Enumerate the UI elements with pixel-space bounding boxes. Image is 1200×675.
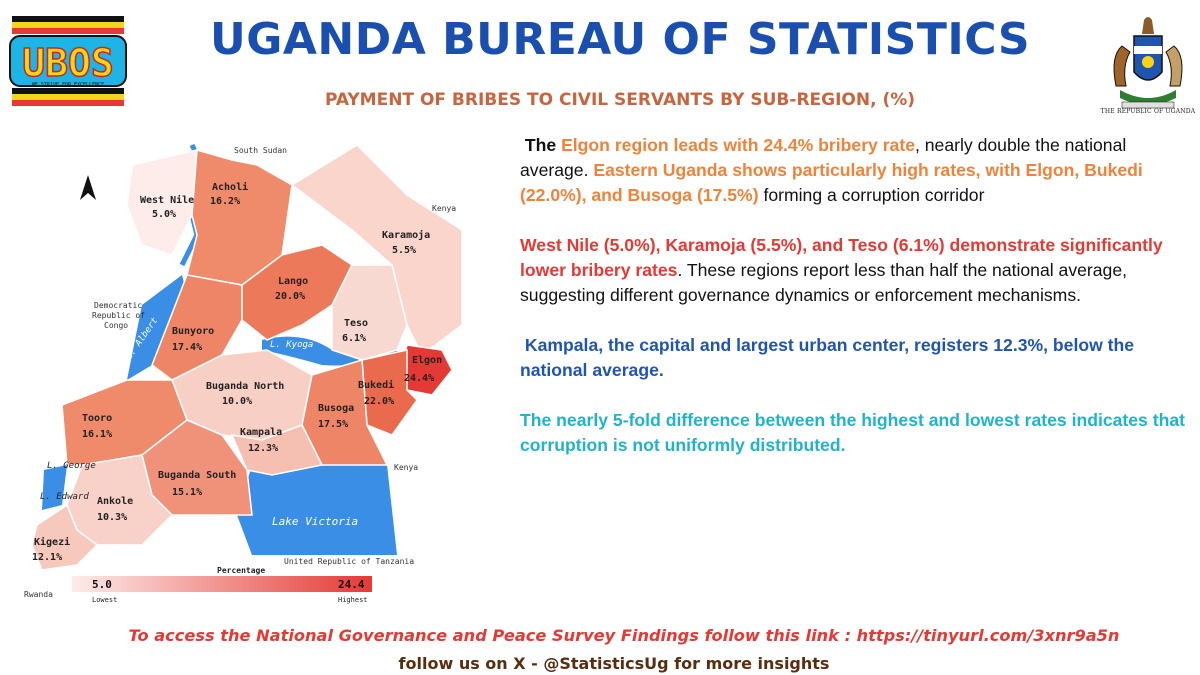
finding-kampala: Kampala, the capital and largest urban c… (520, 335, 1135, 380)
region-kigezi (31, 503, 99, 571)
value-bukedi: 22.0% (364, 396, 394, 407)
label-lake-george: L. George (47, 461, 96, 471)
label-drc-3: Congo (104, 321, 128, 330)
value-kampala: 12.3% (248, 443, 278, 454)
value-west-nile: 5.0% (152, 209, 176, 220)
region-karamoja (290, 144, 463, 357)
label-kenya-south: Kenya (394, 463, 418, 472)
uganda-map: West Nile 5.0% Acholi 16.2% Karamoja 5.5… (24, 143, 463, 604)
label-lake-kyoga: L. Kyoga (270, 340, 313, 350)
survey-link[interactable]: To access the National Governance and Pe… (128, 626, 1120, 645)
label-kampala: Kampala (240, 427, 282, 438)
label-bunyoro: Bunyoro (172, 326, 214, 337)
legend-gradient (72, 576, 372, 592)
coat-caption: THE REPUBLIC OF UGANDA (1100, 108, 1196, 115)
logo-text: UBOS (22, 41, 114, 85)
legend-min: 5.0 (92, 578, 112, 591)
label-rwanda: Rwanda (24, 590, 53, 599)
lake-albert (127, 275, 187, 380)
page-subtitle: PAYMENT OF BRIBES TO CIVIL SERVANTS BY S… (324, 90, 916, 110)
value-tooro: 16.1% (82, 429, 112, 440)
legend-max: 24.4 (338, 578, 365, 591)
label-south-sudan: South Sudan (234, 146, 287, 155)
label-elgon: Elgon (412, 355, 442, 366)
label-acholi: Acholi (212, 181, 248, 193)
region-elgon (401, 344, 453, 396)
label-lake-victoria: Lake Victoria (272, 515, 358, 528)
value-kigezi: 12.1% (32, 552, 62, 563)
legend-title: Percentage (217, 566, 265, 575)
label-west-nile: West Nile (140, 194, 194, 206)
coat-of-arms-icon (1113, 17, 1183, 109)
label-buganda-south: Buganda South (158, 470, 236, 481)
value-karamoja: 5.5% (392, 245, 416, 256)
label-drc-1: Democratic (94, 301, 142, 310)
label-tooro: Tooro (82, 413, 112, 424)
ubos-logo: UBOS WE STRIVE FOR EXCELLENCE (9, 16, 127, 106)
value-ankole: 10.3% (97, 512, 127, 523)
value-busoga: 17.5% (318, 419, 348, 430)
label-drc-2: Republic of (92, 311, 145, 320)
region-teso (331, 264, 408, 361)
finding-low-rates: West Nile (5.0%), Karamoja (5.5%), and T… (520, 235, 1163, 305)
label-tanzania: United Republic of Tanzania (284, 557, 414, 566)
value-buganda-north: 10.0% (222, 396, 252, 407)
legend-min-label: Lowest (92, 596, 117, 604)
label-kenya-north: Kenya (432, 204, 456, 213)
follow-text: follow us on X - @StatisticsUg for more … (398, 654, 830, 673)
lake-george-edward (42, 465, 67, 510)
page-title: UGANDA BUREAU OF STATISTICS (209, 14, 1031, 65)
legend-max-label: Highest (338, 596, 368, 604)
north-arrow-icon (80, 175, 96, 200)
value-buganda-south: 15.1% (172, 487, 202, 498)
value-bunyoro: 17.4% (172, 342, 202, 353)
finding-elgon: The Elgon region leads with 24.4% briber… (520, 135, 1143, 205)
label-karamoja: Karamoja (382, 229, 430, 241)
label-bukedi: Bukedi (358, 379, 394, 391)
findings-panel: The Elgon region leads with 24.4% briber… (520, 133, 1185, 483)
label-lake-edward: L. Edward (40, 492, 89, 502)
label-lango: Lango (278, 276, 308, 287)
label-teso: Teso (344, 318, 368, 329)
label-busoga: Busoga (318, 403, 354, 414)
value-lango: 20.0% (275, 291, 305, 302)
lake-victoria (237, 465, 397, 555)
finding-distribution: The nearly 5-fold difference between the… (520, 410, 1185, 455)
label-kigezi: Kigezi (34, 536, 70, 548)
value-teso: 6.1% (342, 333, 366, 344)
value-acholi: 16.2% (210, 196, 240, 207)
logo-motto: WE STRIVE FOR EXCELLENCE (32, 82, 104, 88)
label-ankole: Ankole (97, 496, 133, 507)
value-elgon: 24.4% (404, 373, 434, 384)
label-buganda-north: Buganda North (206, 381, 284, 392)
